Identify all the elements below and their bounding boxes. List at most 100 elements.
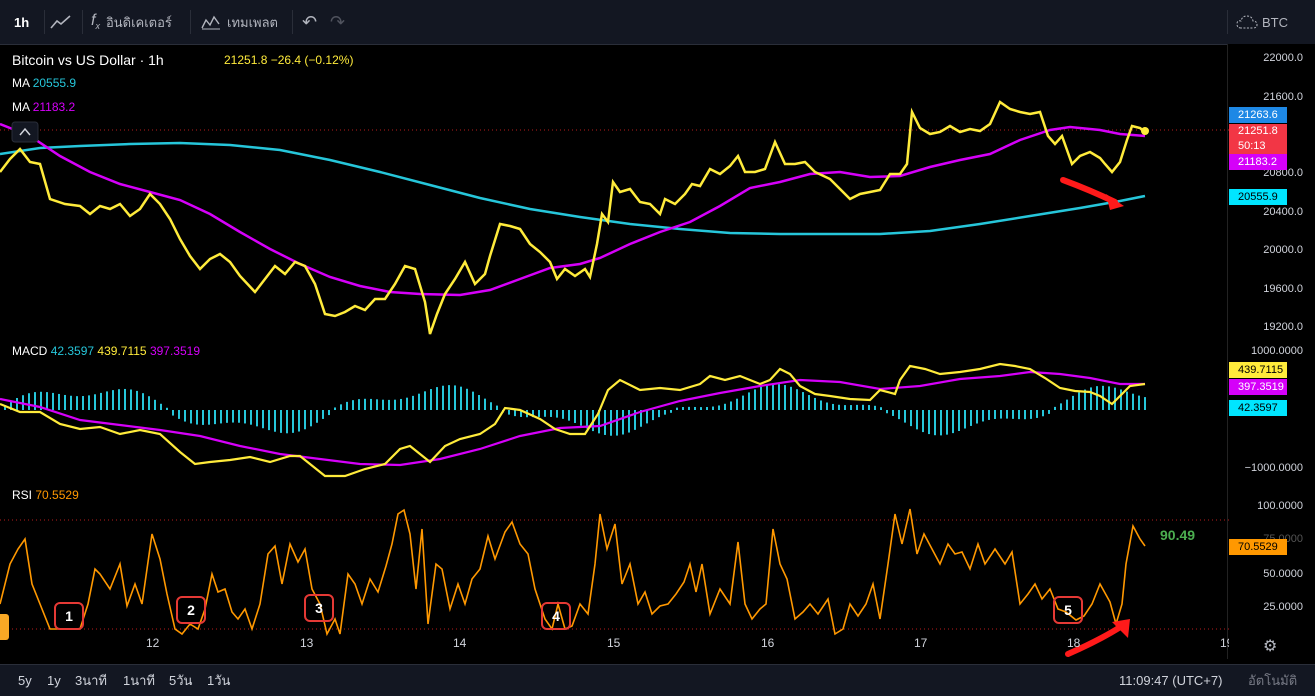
undo-icon[interactable]: ↶ <box>302 11 318 32</box>
macd-hist-bar <box>772 384 774 410</box>
macd-hist-bar <box>682 407 684 410</box>
chart-canvas[interactable] <box>0 44 1229 664</box>
macd-hist-bar <box>1144 397 1146 410</box>
macd-hist-bar <box>268 410 270 431</box>
macd-hist-bar <box>280 410 282 433</box>
macd-hist-bar <box>892 410 894 416</box>
price-tick: 20800.0 <box>1263 167 1303 179</box>
macd-hist-bar <box>340 404 342 410</box>
macd-hist-bar <box>1000 410 1002 419</box>
macd-hist-bar <box>712 406 714 410</box>
macd-hist-bar <box>496 405 498 410</box>
macd-hist-bar <box>436 387 438 410</box>
macd-hist-bar <box>394 399 396 410</box>
divider <box>44 10 45 34</box>
macd-hist-bar <box>994 410 996 419</box>
macd-hist-bar <box>424 391 426 410</box>
macd-hist-bar <box>586 410 588 429</box>
rsi-legend: RSI 70.5529 <box>12 488 79 502</box>
macd-hist-bar <box>46 392 48 410</box>
range-button[interactable]: 1นาที <box>123 673 155 688</box>
rsi-label: RSI <box>12 488 33 502</box>
macd-hist-bar <box>928 410 930 435</box>
macd-hist-bar <box>850 405 852 410</box>
badge-1: 1 <box>54 602 84 630</box>
badge-5: 5 <box>1053 596 1083 624</box>
interval-button[interactable]: 1h <box>14 14 30 30</box>
macd-hist-bar <box>220 410 222 424</box>
macd-hist-bar <box>778 384 780 410</box>
macd-hist-bar <box>742 395 744 410</box>
macd-hist-bar <box>286 410 288 434</box>
macd-hist-bar <box>112 390 114 410</box>
macd-hist-bar <box>118 389 120 410</box>
macd-hist-bar <box>310 410 312 427</box>
macd-hist-bar <box>1072 395 1074 410</box>
auto-scale-button[interactable]: อัตโนมัติ <box>1248 673 1298 688</box>
macd-hist-bar <box>964 410 966 429</box>
macd-hist-bar <box>16 397 18 410</box>
templates-label: เทมเพลต <box>227 14 279 30</box>
arrow-head-rsi <box>1112 619 1130 638</box>
macd-hist-bar <box>172 410 174 416</box>
macd-hist-bar <box>934 410 936 436</box>
macd-hist-bar <box>1030 410 1032 419</box>
ma-fast-value: 21183.2 <box>32 100 76 114</box>
ohlc-readout: 21251.8 −26.4 (−0.12%) <box>224 53 354 67</box>
macd-hist-bar <box>628 410 630 433</box>
macd-hist-bar <box>1012 410 1014 419</box>
macd-hist-bar <box>1114 387 1116 410</box>
macd-signal-tag: 397.3519 <box>1229 379 1287 395</box>
clock[interactable]: 11:09:47 (UTC+7) <box>1119 673 1223 688</box>
macd-hist-bar <box>1018 410 1020 420</box>
rsi-value: 70.5529 <box>35 488 79 502</box>
macd-hist-bar <box>550 410 552 417</box>
range-button[interactable]: 5y <box>18 673 32 688</box>
macd-hist-bar <box>58 393 60 410</box>
indicators-button[interactable]: fx อินดิเคเตอร์ <box>91 0 172 44</box>
ma-label: MA <box>12 100 30 114</box>
macd-hist-bar <box>940 410 942 436</box>
macd-hist-bar <box>1006 410 1008 419</box>
collapse-button[interactable] <box>11 121 39 143</box>
macd-hist-bar <box>1048 410 1050 414</box>
range-button[interactable]: 5วัน <box>169 673 193 688</box>
redo-icon[interactable]: ↷ <box>330 11 346 32</box>
gear-icon[interactable]: ⚙ <box>1263 638 1278 655</box>
macd-hist-bar <box>34 392 36 410</box>
macd-hist-bar <box>466 388 468 410</box>
macd-hist-bar <box>646 410 648 424</box>
macd-hist-bar <box>520 410 522 417</box>
macd-hist-bar <box>856 404 858 410</box>
macd-hist-bar <box>1096 386 1098 410</box>
annotation-arrow-rsi <box>1065 623 1125 657</box>
range-button[interactable]: 3นาที <box>75 673 107 688</box>
macd-hist-bar <box>904 410 906 423</box>
macd-hist-bar <box>136 390 138 410</box>
last-price-value: 21251.8 <box>1238 125 1278 137</box>
macd-hist-bar <box>790 386 792 410</box>
range-button[interactable]: 1y <box>47 673 61 688</box>
macd-hist-bar <box>814 397 816 410</box>
macd-hist-bar <box>472 391 474 410</box>
indicators-label: อินดิเคเตอร์ <box>105 14 172 30</box>
range-button[interactable]: 1วัน <box>207 673 231 688</box>
chart-type-icon[interactable] <box>50 0 72 44</box>
macd-hist-bar <box>676 407 678 410</box>
macd-hist-bar <box>82 396 84 410</box>
templates-button[interactable]: เทมเพลต <box>201 0 278 44</box>
macd-hist-bar <box>40 391 42 410</box>
macd-hist-bar <box>460 386 462 410</box>
ma-long-tag: 20555.9 <box>1229 189 1287 205</box>
symbol-button[interactable]: BTC <box>1236 0 1288 44</box>
macd-hist-bar <box>580 410 582 426</box>
macd-hist-bar <box>634 410 636 430</box>
macd-hist-bar <box>454 385 456 410</box>
time-tick: 17 <box>914 636 928 650</box>
macd-hist-bar <box>370 398 372 410</box>
macd-hist-bar <box>418 393 420 410</box>
macd-hist-bar <box>148 396 150 410</box>
macd-hist-bar <box>562 410 564 419</box>
macd-hist-bar <box>346 401 348 410</box>
pane-resize-handle[interactable] <box>0 614 9 640</box>
